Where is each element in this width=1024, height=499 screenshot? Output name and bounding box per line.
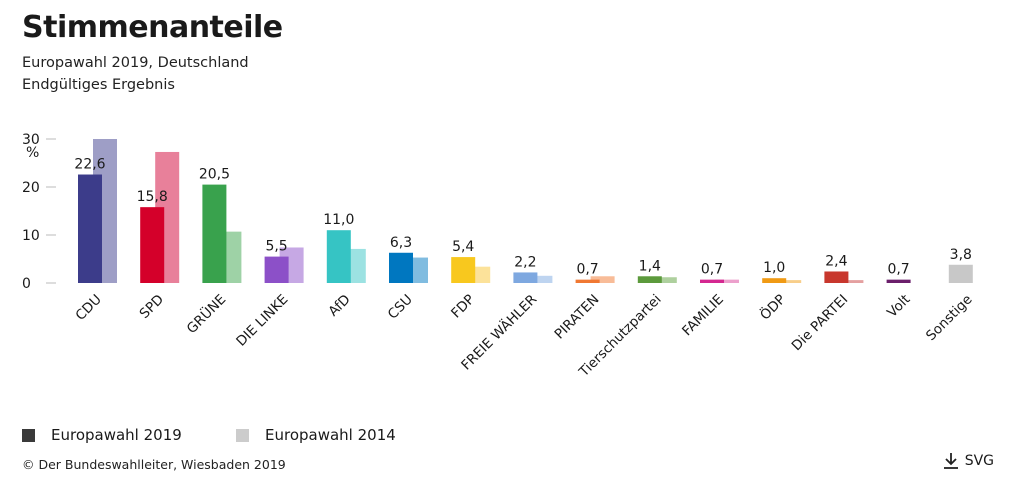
bar-value-label: 0,7 [701, 262, 723, 278]
bar-value-label: 1,4 [639, 258, 661, 274]
bar-2019 [264, 256, 289, 283]
bar-2019 [948, 264, 973, 283]
y-tick-label: 0 [22, 276, 31, 292]
y-tick-label: 20 [22, 180, 40, 196]
chart-title: Stimmenanteile [22, 10, 283, 45]
legend-label-2019: Europawahl 2019 [51, 426, 182, 444]
bar-value-label: 2,4 [825, 253, 847, 269]
category-label: Sonstige [923, 292, 976, 345]
chart-subtitle-status: Endgültiges Ergebnis [22, 77, 175, 93]
bar-value-label: 2,2 [514, 254, 536, 270]
svg-download-button[interactable]: SVG [943, 452, 994, 470]
bar-2019 [389, 252, 413, 283]
bar-2019 [451, 257, 476, 283]
legend-label-2014: Europawahl 2014 [265, 426, 396, 444]
y-tick-label: 10 [22, 228, 40, 244]
bar-2019 [700, 279, 724, 283]
source-note: © Der Bundeswahlleiter, Wiesbaden 2019 [22, 457, 286, 472]
bar-2019 [637, 276, 662, 283]
category-label: SPD [137, 292, 167, 322]
bar-value-label: 1,0 [763, 260, 785, 276]
bar-2014 [590, 276, 615, 283]
bar-value-label: 0,7 [887, 262, 909, 278]
bar-2019 [824, 271, 849, 283]
bar-value-label: 5,4 [452, 239, 474, 255]
legend-swatch-2014 [236, 428, 249, 442]
bar-2014 [652, 277, 677, 283]
category-label: AfD [325, 292, 353, 320]
bar-2019 [886, 279, 911, 283]
bar-2019 [513, 272, 538, 283]
category-label: FAMILIE [679, 292, 727, 340]
bar-value-label: 6,3 [390, 235, 412, 251]
y-tick-label: 30 [22, 132, 40, 148]
category-label: FDP [448, 292, 478, 322]
legend-item-2014[interactable]: Europawahl 2014 [236, 426, 396, 444]
category-label: ÖDP [756, 290, 789, 323]
bar-2019 [202, 184, 227, 283]
bar-2014 [839, 280, 864, 283]
bar-value-label: 0,7 [576, 262, 598, 278]
category-label: CDU [73, 292, 105, 324]
category-label: Die PARTEI [789, 292, 852, 355]
bar-2019 [78, 174, 102, 283]
bar-2019 [326, 230, 351, 283]
category-label: DIE LINKE [233, 292, 291, 350]
legend-swatch-2019 [22, 428, 35, 442]
bar-value-label: 22,6 [74, 157, 105, 173]
bar-2019 [140, 207, 165, 283]
category-label: Volt [884, 292, 913, 321]
bar-2019 [575, 279, 600, 283]
bar-chart: 0 10 20 30% 22,6 CDU 15,8 SPD 20,5 GRÜNE 5,5 DIE LI… [22, 132, 976, 381]
bar-value-label: 3,8 [950, 247, 972, 263]
bar-2014 [715, 279, 739, 283]
bar-value-label: 15,8 [137, 189, 168, 205]
download-arrow-icon [943, 453, 958, 469]
category-label: GRÜNE [182, 290, 229, 337]
y-axis-unit: % [26, 145, 39, 161]
category-label: CSU [385, 292, 416, 323]
bar-2014 [528, 275, 553, 283]
category-label: PIRATEN [551, 292, 602, 343]
bar-value-label: 5,5 [265, 239, 287, 255]
svg-download-label: SVG [964, 453, 994, 469]
bar-2014 [777, 280, 802, 283]
bar-value-label: 11,0 [323, 212, 354, 228]
chart-subtitle: Europawahl 2019, Deutschland [22, 55, 249, 71]
legend-item-2019[interactable]: Europawahl 2019 [22, 426, 182, 444]
bar-value-label: 20,5 [199, 167, 230, 183]
bar-2019 [762, 278, 787, 283]
